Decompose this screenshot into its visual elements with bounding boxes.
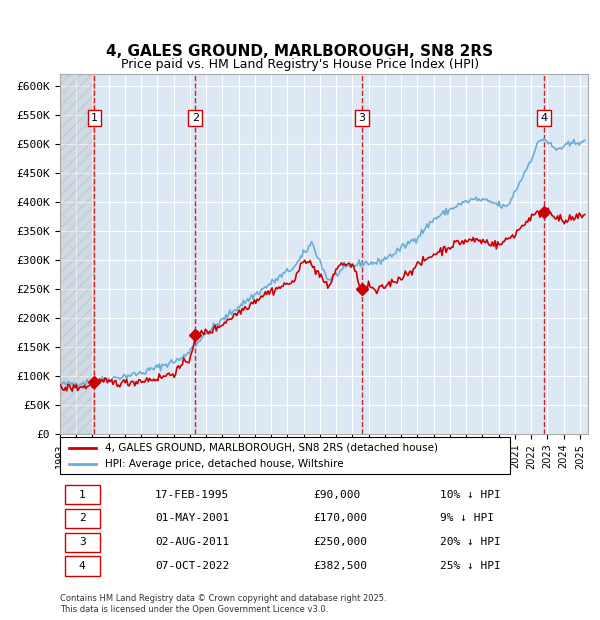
Text: £250,000: £250,000 [313,538,367,547]
FancyBboxPatch shape [65,508,100,528]
Text: 3: 3 [79,538,86,547]
FancyBboxPatch shape [65,533,100,552]
Bar [60,74,94,434]
Text: Contains HM Land Registry data © Crown copyright and database right 2025.
This d: Contains HM Land Registry data © Crown c… [60,595,386,614]
Text: £382,500: £382,500 [313,561,367,571]
FancyBboxPatch shape [65,485,100,505]
Text: 4, GALES GROUND, MARLBOROUGH, SN8 2RS: 4, GALES GROUND, MARLBOROUGH, SN8 2RS [106,44,494,59]
Text: 17-FEB-1995: 17-FEB-1995 [155,490,229,500]
Text: 2: 2 [79,513,86,523]
Text: 07-OCT-2022: 07-OCT-2022 [155,561,229,571]
Text: 4: 4 [540,113,547,123]
Text: 4, GALES GROUND, MARLBOROUGH, SN8 2RS (detached house): 4, GALES GROUND, MARLBOROUGH, SN8 2RS (d… [105,443,438,453]
Text: 10% ↓ HPI: 10% ↓ HPI [440,490,501,500]
Text: £170,000: £170,000 [313,513,367,523]
Text: 01-MAY-2001: 01-MAY-2001 [155,513,229,523]
Text: 25% ↓ HPI: 25% ↓ HPI [440,561,501,571]
Text: 4: 4 [79,561,86,571]
FancyBboxPatch shape [65,557,100,576]
Text: 9% ↓ HPI: 9% ↓ HPI [440,513,494,523]
FancyBboxPatch shape [60,437,510,474]
Text: HPI: Average price, detached house, Wiltshire: HPI: Average price, detached house, Wilt… [105,459,344,469]
Text: 1: 1 [91,113,98,123]
Text: 20% ↓ HPI: 20% ↓ HPI [440,538,501,547]
Text: 3: 3 [358,113,365,123]
Text: 2: 2 [192,113,199,123]
Text: 02-AUG-2011: 02-AUG-2011 [155,538,229,547]
Text: 1: 1 [79,490,86,500]
Text: Price paid vs. HM Land Registry's House Price Index (HPI): Price paid vs. HM Land Registry's House … [121,58,479,71]
Text: £90,000: £90,000 [313,490,361,500]
